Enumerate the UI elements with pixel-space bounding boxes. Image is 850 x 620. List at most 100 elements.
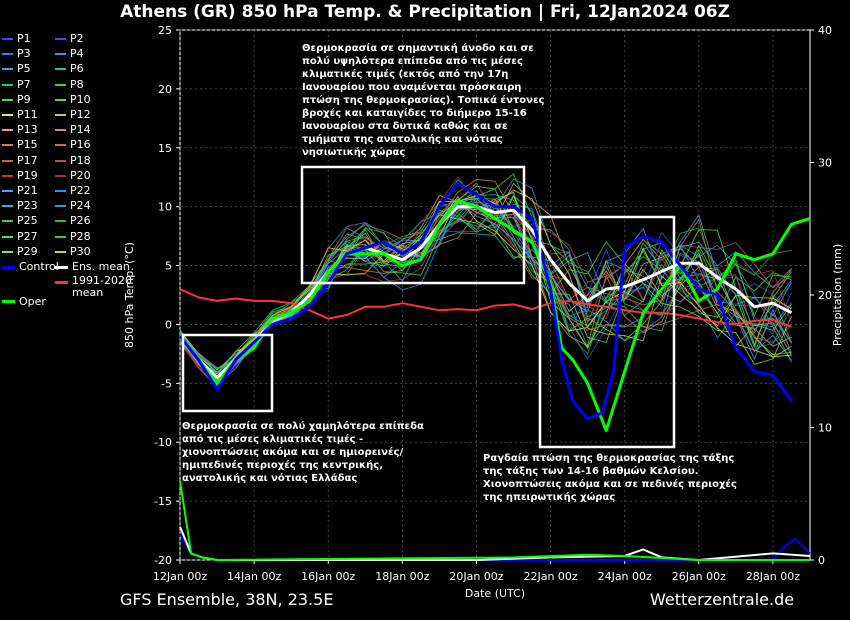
- legend-item-control: Control: [2, 260, 59, 274]
- legend-swatch: [55, 174, 66, 177]
- legend-label: Control: [19, 260, 59, 273]
- legend-item-p12: P12: [55, 108, 91, 122]
- x-tick-label: 28Jan 00z: [746, 570, 800, 583]
- legend-swatch: [55, 220, 66, 223]
- legend-label: Ens. mean: [72, 260, 130, 273]
- legend-item-p17: P17: [2, 154, 38, 168]
- legend-swatch: [55, 280, 68, 284]
- legend-swatch: [55, 53, 66, 56]
- legend-item-p23: P23: [2, 199, 38, 213]
- legend-swatch: [2, 83, 13, 86]
- legend-label: P9: [17, 92, 31, 106]
- legend-swatch: [55, 38, 66, 40]
- legend-item-p6: P6: [55, 62, 84, 76]
- legend-label: P25: [17, 214, 38, 228]
- legend-swatch: [55, 265, 68, 269]
- legend-item-oper: Oper: [2, 295, 46, 309]
- y2-tick-label: 10: [818, 422, 832, 435]
- y-axis-label: 850 hPa Temp. (°C): [123, 242, 136, 348]
- legend-label: P11: [17, 108, 38, 121]
- legend-item-p1: P1: [2, 32, 31, 46]
- legend-label: P10: [70, 92, 91, 106]
- y-tick-label: -20: [154, 554, 172, 567]
- legend-item-p13: P13: [2, 123, 38, 137]
- legend-swatch: [2, 300, 15, 304]
- legend-label: 1991-2020 mean: [72, 274, 132, 300]
- legend-swatch: [55, 235, 66, 238]
- legend-item-p22: P22: [55, 184, 91, 198]
- legend-item-p16: P16: [55, 138, 91, 152]
- legend-swatch: [2, 159, 13, 162]
- y2-axis-label: Precipitation (mm): [831, 244, 844, 346]
- footer-source: GFS Ensemble, 38N, 23.5E: [120, 590, 334, 609]
- x-tick-label: 22Jan 00z: [523, 570, 577, 583]
- annotation-left: Θερμοκρασία σε πολύ χαμηλότερα επίπεδα α…: [182, 421, 424, 484]
- legend-item-p24: P24: [55, 199, 91, 213]
- legend-swatch: [2, 205, 13, 208]
- legend: P1 P2 P3 P4 P5 P6 P7 P8 P9 P10 P11 P12 P13 P14 P15 P16 P…: [0, 32, 140, 372]
- legend-item-p11: P11: [2, 108, 38, 122]
- legend-label: P23: [17, 199, 38, 213]
- legend-swatch: [2, 129, 13, 132]
- legend-label: P30: [70, 244, 91, 258]
- x-tick-label: 16Jan 00z: [301, 570, 355, 583]
- legend-item-p27: P27: [2, 230, 38, 244]
- y-tick-label: 5: [165, 260, 172, 273]
- legend-swatch: [2, 114, 13, 116]
- legend-item-p29: P29: [2, 245, 38, 259]
- legend-label: P15: [17, 138, 38, 152]
- y-tick-label: 20: [158, 83, 172, 96]
- y-tick-label: -5: [161, 377, 172, 390]
- legend-item-p9: P9: [2, 93, 31, 107]
- x-axis-label: Date (UTC): [465, 587, 525, 600]
- legend-label: P6: [70, 62, 84, 76]
- x-tick-label: 24Jan 00z: [598, 570, 652, 583]
- legend-label: P20: [70, 168, 91, 182]
- legend-swatch: [2, 235, 13, 238]
- annotation-top: Θερμοκρασία σε σημαντική άνοδο και σε πο…: [302, 43, 545, 158]
- legend-item-p25: P25: [2, 214, 38, 228]
- legend-label: Oper: [19, 294, 46, 308]
- series-line-control: [178, 181, 793, 421]
- legend-label: P19: [17, 168, 38, 182]
- legend-swatch: [55, 68, 66, 71]
- legend-swatch: [2, 174, 13, 177]
- legend-label: P1: [17, 32, 31, 45]
- legend-swatch: [2, 38, 13, 40]
- legend-item-p5: P5: [2, 62, 31, 76]
- legend-swatch: [55, 83, 66, 86]
- legend-item-p30: P30: [55, 245, 91, 259]
- legend-swatch: [2, 265, 15, 269]
- legend-item-p4: P4: [55, 47, 84, 61]
- legend-label: P27: [17, 229, 38, 243]
- legend-item-p10: P10: [55, 93, 91, 107]
- legend-swatch: [2, 250, 13, 253]
- legend-item-p15: P15: [2, 138, 38, 152]
- legend-label: P8: [70, 77, 84, 91]
- legend-label: P21: [17, 184, 38, 197]
- x-tick-label: 18Jan 00z: [375, 570, 429, 583]
- legend-label: P22: [70, 184, 91, 197]
- legend-swatch: [55, 159, 66, 162]
- legend-swatch: [2, 190, 13, 192]
- y2-tick-label: 40: [818, 24, 832, 37]
- legend-swatch: [55, 98, 66, 101]
- legend-label: P17: [17, 153, 38, 167]
- legend-item-p14: P14: [55, 123, 91, 137]
- legend-swatch: [55, 205, 66, 208]
- legend-swatch: [2, 53, 13, 56]
- legend-item-p21: P21: [2, 184, 38, 198]
- legend-item-p2: P2: [55, 32, 84, 46]
- legend-swatch: [55, 144, 66, 147]
- legend-label: P29: [17, 244, 38, 258]
- legend-item-p20: P20: [55, 169, 91, 183]
- legend-label: P7: [17, 77, 31, 91]
- legend-label: P13: [17, 123, 38, 137]
- y2-tick-label: 30: [818, 157, 832, 170]
- y-tick-label: 15: [158, 142, 172, 155]
- x-tick-label: 14Jan 00z: [227, 570, 281, 583]
- y-tick-label: -10: [154, 436, 172, 449]
- legend-item-p3: P3: [2, 47, 31, 61]
- legend-swatch: [55, 129, 66, 132]
